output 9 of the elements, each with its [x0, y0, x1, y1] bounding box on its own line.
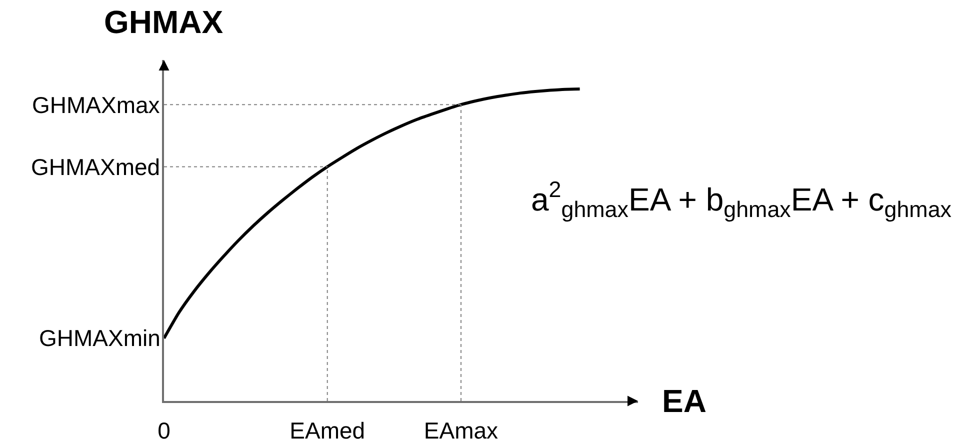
- ref-line-label: GHMAXmax: [32, 92, 160, 118]
- x-tick-label: EAmax: [424, 418, 499, 439]
- x-tick-label: EAmed: [290, 418, 366, 439]
- annotation: GHMAXmin: [39, 325, 160, 351]
- y-axis-title: GHMAX: [104, 4, 224, 40]
- annotation: a$^{2}$$_{ghmax}$EA + b$_{ghmax}$EA + c$_{ghmax}$: [531, 177, 952, 222]
- x-axis-title: EA: [662, 383, 706, 419]
- x-tick-label: 0: [158, 418, 170, 439]
- ref-line-label: GHMAXmed: [31, 154, 160, 180]
